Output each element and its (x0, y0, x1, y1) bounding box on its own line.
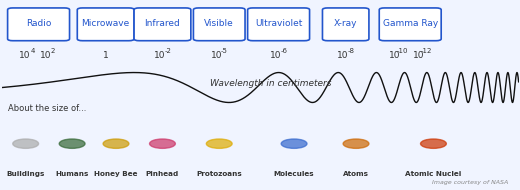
Text: Pinhead: Pinhead (146, 171, 179, 177)
Text: Atomic Nuclei: Atomic Nuclei (405, 171, 462, 177)
Text: Molecules: Molecules (274, 171, 315, 177)
Text: Infrared: Infrared (145, 19, 180, 28)
Text: 10: 10 (337, 51, 349, 60)
Text: Ultraviolet: Ultraviolet (255, 19, 302, 28)
FancyBboxPatch shape (134, 8, 191, 41)
Text: 1: 1 (103, 51, 109, 60)
Circle shape (206, 139, 232, 148)
Text: 10: 10 (154, 51, 166, 60)
Circle shape (103, 139, 129, 148)
Text: Protozoans: Protozoans (197, 171, 242, 177)
Circle shape (343, 139, 369, 148)
Text: Visible: Visible (204, 19, 234, 28)
Text: 10: 10 (270, 51, 282, 60)
FancyBboxPatch shape (77, 8, 134, 41)
Text: Atoms: Atoms (343, 171, 369, 177)
Text: 10: 10 (211, 51, 223, 60)
Text: Microwave: Microwave (82, 19, 130, 28)
FancyBboxPatch shape (193, 8, 245, 41)
Text: Gamma Ray: Gamma Ray (383, 19, 438, 28)
Text: Buildings: Buildings (6, 171, 45, 177)
Text: 10: 10 (19, 51, 30, 60)
Text: Wavelength in centimeters: Wavelength in centimeters (210, 79, 332, 88)
Text: X-ray: X-ray (334, 19, 357, 28)
FancyBboxPatch shape (8, 8, 70, 41)
Circle shape (421, 139, 446, 148)
Text: Image courtesy of NASA: Image courtesy of NASA (432, 180, 508, 185)
Text: -5: -5 (221, 48, 228, 54)
Text: 10: 10 (40, 51, 51, 60)
FancyBboxPatch shape (248, 8, 309, 41)
Text: -10: -10 (397, 48, 408, 54)
Text: About the size of...: About the size of... (8, 104, 86, 113)
Text: -12: -12 (421, 48, 433, 54)
Text: 2: 2 (51, 48, 55, 54)
Text: -6: -6 (280, 48, 287, 54)
Text: 10: 10 (389, 51, 400, 60)
Text: -8: -8 (347, 48, 354, 54)
Text: Radio: Radio (26, 19, 51, 28)
Text: -2: -2 (164, 48, 171, 54)
FancyBboxPatch shape (322, 8, 369, 41)
Text: Honey Bee: Honey Bee (94, 171, 138, 177)
Circle shape (281, 139, 307, 148)
Circle shape (59, 139, 85, 148)
Text: Humans: Humans (56, 171, 89, 177)
Circle shape (13, 139, 38, 148)
FancyBboxPatch shape (379, 8, 441, 41)
Circle shape (150, 139, 175, 148)
Text: 4: 4 (30, 48, 34, 54)
Text: 10: 10 (413, 51, 425, 60)
